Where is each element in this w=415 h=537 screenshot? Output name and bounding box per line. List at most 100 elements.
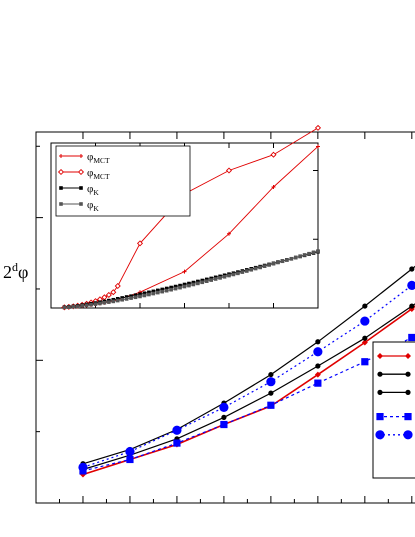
inset-series-point [196, 279, 200, 284]
main-plot-frame [35, 131, 415, 504]
inset-series-point [151, 289, 156, 294]
inset-series-point [285, 258, 289, 262]
inset-legend-sym: φ [87, 167, 93, 179]
inset-series-point [124, 297, 129, 301]
inset-series-point [156, 288, 160, 293]
main-series-point [125, 447, 135, 457]
main-series-point [362, 303, 368, 309]
inset-series-point [178, 283, 182, 288]
legend-marker [376, 413, 384, 421]
inset-series-point [114, 282, 121, 290]
inset-legend-marker [59, 186, 63, 190]
main-series-point [360, 316, 370, 326]
inset-series-point [133, 295, 138, 300]
inset-series-point [225, 167, 233, 174]
inset-series-point [289, 256, 294, 261]
inset-series-point [111, 299, 116, 304]
inset-series-point [200, 280, 205, 285]
main-series-point [172, 425, 182, 435]
inset-series-point [262, 264, 267, 268]
inset-series-point [276, 260, 280, 265]
inset-series-point [142, 293, 147, 298]
inset-series-point [102, 300, 107, 305]
y-axis-label: 2dφ [3, 260, 28, 282]
inset-series-point [196, 281, 200, 286]
inset-series-line [64, 250, 319, 308]
main-series-point [315, 339, 321, 345]
inset-legend-marker [57, 168, 65, 176]
inset-series-point [67, 305, 71, 309]
inset-series-point [270, 151, 277, 158]
inset-series-point [187, 283, 191, 288]
inset-series-point [298, 254, 302, 258]
inset-series-point [293, 255, 298, 260]
inset-series-point [129, 296, 133, 300]
inset-series-point [80, 304, 84, 308]
main-series-point [314, 371, 321, 378]
inset-series-point [236, 271, 240, 276]
inset-series-point [169, 287, 173, 292]
main-series-point [78, 462, 88, 472]
inset-series-point [173, 286, 178, 291]
inset-series-point [93, 302, 98, 306]
inset-series-point [156, 290, 160, 295]
inset-legend-symbol: φMCT [87, 151, 110, 165]
inset-legend-sub: MCT [93, 156, 110, 165]
y-label-base: 2 [3, 262, 12, 282]
inset-series-point [316, 144, 320, 149]
main-series-point [361, 339, 368, 346]
inset-legend-marker [59, 202, 63, 206]
inset-legend-symbol: φK [87, 199, 99, 213]
inset-legend-marker [79, 186, 83, 190]
main-series-point [268, 371, 274, 378]
legend-marker [377, 353, 383, 359]
inset-series-point [227, 273, 231, 278]
inset-series-point [160, 289, 165, 294]
legend-marker [405, 353, 411, 359]
main-plot: 2dφ [3, 131, 415, 504]
inset-series-point [316, 249, 320, 253]
inset-series-point [222, 274, 227, 279]
inset-legend-sub: MCT [93, 172, 110, 181]
inset-series-point [191, 282, 196, 287]
inset-legend-marker [77, 168, 85, 176]
main-series-point [266, 377, 276, 387]
inset-series-point [271, 185, 276, 189]
inset-series-point [271, 261, 276, 266]
inset-series-point [307, 251, 311, 256]
main-series-point [220, 420, 228, 429]
legend-marker [377, 371, 383, 377]
inset-series-point [182, 284, 187, 289]
inset-series-point [147, 290, 151, 295]
inset-series-point [311, 250, 316, 255]
main-series-point [409, 303, 415, 309]
inset-series-point [71, 304, 76, 309]
main-series-point [361, 358, 369, 366]
inset-series-point [98, 301, 102, 306]
inset-series-point [142, 291, 147, 296]
main-series-point [313, 347, 323, 357]
main-series-point [173, 439, 181, 447]
legend-marker [375, 430, 385, 440]
inset-series-point [209, 278, 213, 282]
inset-series-point [253, 266, 258, 271]
inset-series-point [84, 303, 89, 308]
inset-series-point [191, 280, 196, 285]
legend-marker [405, 371, 411, 377]
inset-series-point [105, 291, 112, 298]
inset-series-point [213, 277, 218, 281]
inset-series-point [204, 279, 209, 283]
inset-series-point [302, 253, 307, 257]
inset-series-point [280, 259, 285, 264]
inset-series-point [218, 276, 222, 280]
inset-series-point [267, 263, 271, 267]
inset-series-point [182, 282, 187, 287]
inset-series-point [151, 291, 156, 296]
main-series-4 [78, 280, 415, 472]
inset-series-point [240, 270, 245, 274]
inset-legend-sub: K [93, 204, 99, 213]
inset-series-point [147, 292, 151, 297]
